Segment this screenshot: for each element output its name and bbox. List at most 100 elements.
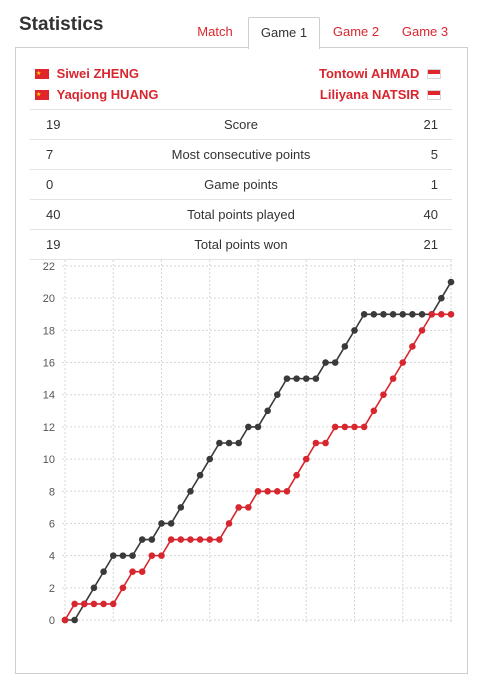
series-point (245, 504, 252, 511)
left-player-1[interactable]: Siwei ZHENG (35, 66, 139, 82)
series-point (109, 600, 117, 608)
series-point (264, 407, 271, 415)
stat-left-value: 19 (46, 117, 61, 132)
tab-game-1[interactable]: Game 1 (248, 17, 320, 49)
series-point (409, 310, 416, 318)
stat-right-value: 21 (423, 117, 438, 132)
series-point (196, 536, 204, 543)
y-tick-label: 4 (49, 551, 55, 563)
series-point (216, 439, 223, 447)
series-point (274, 487, 281, 495)
series-point (399, 310, 407, 318)
stat-right-value: 40 (423, 207, 438, 222)
series-point (341, 343, 349, 350)
player-name: Liliyana NATSIR (319, 87, 420, 102)
series-point (177, 536, 185, 543)
indonesia-flag-icon (427, 68, 441, 79)
page-title: Statistics (19, 14, 104, 35)
series-point (447, 278, 455, 286)
series-point (235, 504, 242, 511)
series-point (409, 343, 416, 350)
series-point (312, 439, 320, 447)
stat-row-game-points: 0 Game points 1 (30, 169, 452, 199)
y-tick-label: 22 (43, 261, 55, 273)
series-point (148, 552, 156, 559)
series-point (341, 423, 349, 431)
tab-match[interactable]: Match (197, 24, 233, 39)
y-tick-label: 12 (43, 422, 55, 434)
stat-row-total-points-won: 19 Total points won 21 (30, 229, 452, 260)
game-tabs: Match Game 1 Game 2 Game 3 (0, 0, 493, 49)
china-flag-icon (35, 87, 49, 103)
right-player-2[interactable]: Liliyana NATSIR (320, 87, 441, 103)
series-point (225, 439, 233, 447)
series-point (167, 520, 175, 527)
series-point (254, 423, 262, 431)
series-point (158, 552, 165, 559)
y-tick-label: 0 (49, 615, 55, 627)
series-point (254, 487, 262, 495)
y-tick-label: 16 (43, 358, 55, 370)
series-point (187, 487, 194, 495)
y-tick-label: 20 (43, 293, 55, 305)
series-point (167, 536, 175, 543)
series-point (177, 504, 185, 511)
stat-left-value: 0 (46, 177, 54, 192)
series-point (399, 359, 407, 366)
player-name: Tontowi AHMAD (319, 66, 420, 81)
series-point (225, 520, 233, 527)
series-point (302, 375, 310, 382)
series-point (138, 536, 146, 543)
indonesia-flag-icon (427, 89, 441, 100)
series-point (389, 310, 397, 318)
y-tick-label: 6 (49, 518, 55, 530)
stat-right-value: 5 (430, 147, 438, 162)
left-player-2[interactable]: Yaqiong HUANG (35, 87, 158, 103)
stats-table: 19 Score 21 7 Most consecutive points 5 … (30, 109, 452, 260)
series-point (302, 455, 310, 463)
china-flag-icon (35, 66, 49, 82)
series-point (61, 616, 69, 624)
series-point (360, 423, 368, 431)
series-point (138, 568, 146, 576)
series-point (71, 616, 78, 624)
stat-label: Score (224, 117, 258, 132)
tab-game-2[interactable]: Game 2 (332, 24, 380, 39)
stat-label: Total points won (194, 237, 288, 252)
stat-label: Most consecutive points (171, 147, 311, 162)
tab-game-3[interactable]: Game 3 (401, 24, 449, 39)
right-player-1[interactable]: Tontowi AHMAD (319, 66, 441, 82)
series-point (447, 310, 455, 318)
series-point (283, 487, 291, 495)
y-tick-label: 14 (43, 390, 55, 402)
stat-left-value: 7 (46, 147, 54, 162)
y-tick-label: 10 (43, 454, 55, 466)
series-point (389, 375, 397, 382)
series-point (245, 423, 252, 431)
statistics-panel (15, 47, 468, 674)
series-point (206, 536, 214, 543)
stat-label: Total points played (187, 207, 295, 222)
series-point (90, 600, 98, 608)
series-point (235, 439, 242, 447)
stat-row-total-points-played: 40 Total points played 40 (30, 199, 452, 229)
stat-right-value: 1 (430, 177, 438, 192)
series-point (81, 600, 88, 608)
stat-right-value: 21 (423, 237, 438, 252)
y-tick-label: 2 (49, 583, 55, 595)
y-tick-label: 18 (43, 325, 55, 337)
series-point (331, 423, 339, 431)
series-point (370, 310, 378, 318)
y-tick-label: 8 (49, 486, 55, 498)
series-point (119, 584, 127, 592)
series-point (380, 310, 387, 318)
series-point (274, 391, 281, 399)
series-point (293, 471, 300, 479)
series-point (331, 359, 339, 366)
series-point (100, 568, 107, 576)
stat-row-most-consecutive-points: 7 Most consecutive points 5 (30, 139, 452, 169)
series-point (264, 487, 271, 495)
series-point (322, 439, 329, 447)
series-point (312, 375, 320, 382)
